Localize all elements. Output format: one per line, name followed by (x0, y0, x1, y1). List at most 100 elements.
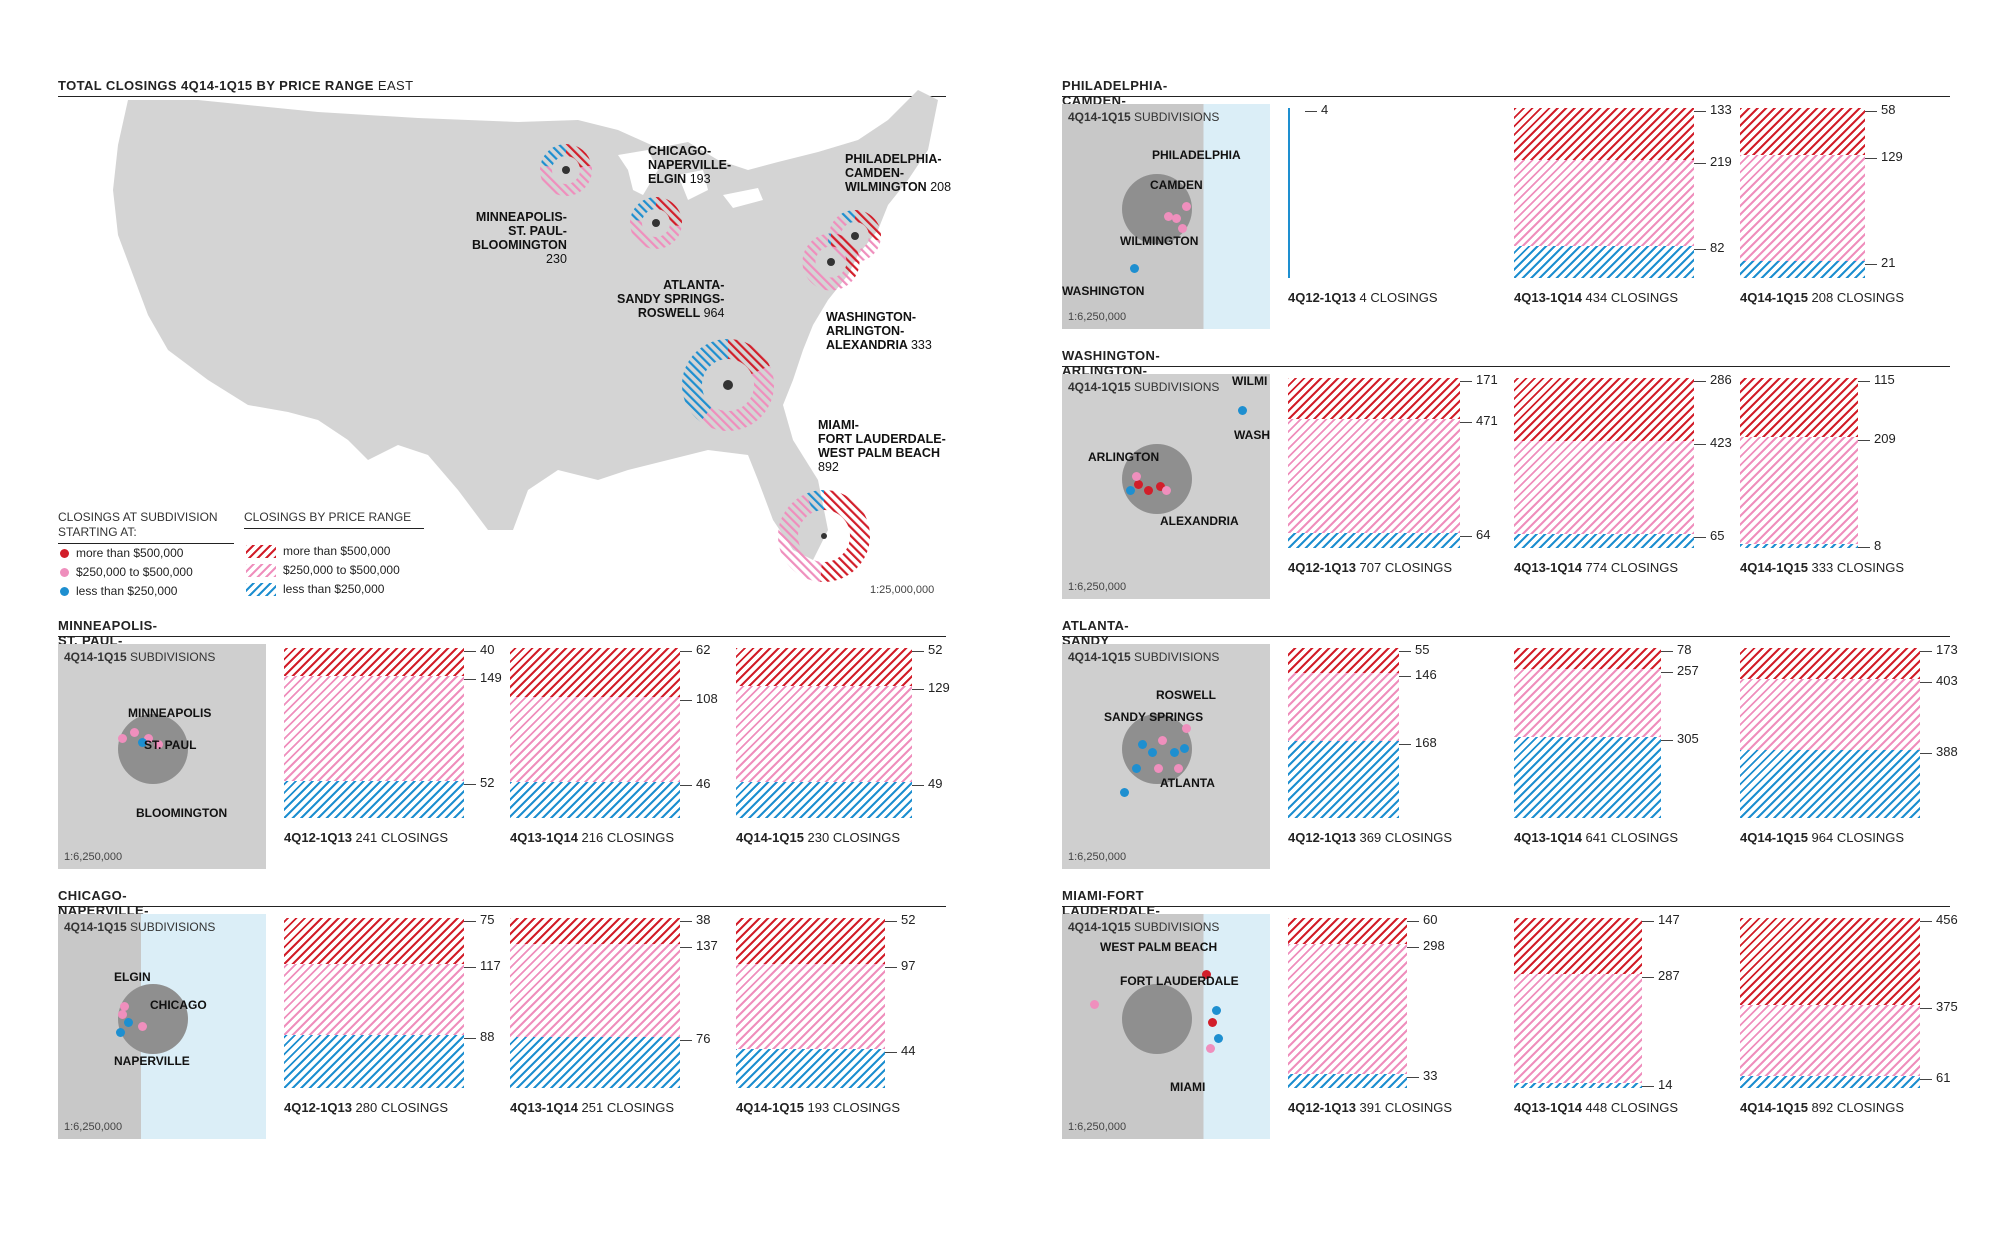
period-name: 4Q12-1Q13 (1288, 1100, 1356, 1115)
value-tick (1920, 681, 1932, 683)
value-tick (1694, 536, 1706, 538)
city-line: ROSWELL (637, 306, 701, 320)
value-tick (464, 1037, 476, 1039)
period-name: 4Q12-1Q13 (284, 1100, 352, 1115)
value-tick (1858, 381, 1870, 382)
legend-dots-title-line: CLOSINGS AT SUBDIVISION (58, 510, 218, 524)
bar-segment (1288, 944, 1407, 1074)
subdivision-dot (1132, 764, 1141, 773)
bar-segment (1740, 378, 1858, 437)
bar-segment (1288, 419, 1460, 533)
value-tick (464, 784, 476, 786)
panel-map-header: 4Q14-1Q15 SUBDIVISIONS (64, 650, 215, 664)
map-city-label: WASHINGTON (1234, 428, 1270, 442)
value-label: 108 (696, 690, 718, 706)
period-total: 707 CLOSINGS (1355, 560, 1453, 575)
period-total: 964 CLOSINGS (1807, 830, 1905, 845)
value-tick (885, 966, 897, 968)
subdivision-dot (1144, 486, 1153, 495)
map-city-label: MINNEAPOLIS (128, 706, 212, 720)
value-label: 298 (1423, 938, 1445, 954)
legend-dot-blue: less than $250,000 (60, 584, 177, 598)
panel-map-header-rest: SUBDIVISIONS (1130, 650, 1220, 664)
panel-map: 4Q14-1Q15 SUBDIVISIONS MINNEAPOLIS ST. PAU… (58, 644, 266, 869)
value-tick (1661, 671, 1673, 673)
subdivision-dot (124, 1018, 133, 1027)
map-city-label: NAPERVILLE (114, 1054, 190, 1068)
value-label: 129 (928, 680, 950, 696)
value-label: 286 (1710, 372, 1732, 387)
subdivision-dot (1148, 748, 1157, 757)
subdivision-dot (130, 728, 139, 737)
bar-segment (510, 943, 680, 1037)
city-line: ARLINGTON- (826, 324, 905, 338)
panel-rule (1062, 366, 1950, 367)
blue-hatch-icon (246, 583, 276, 597)
map-city-label: SANDY SPRINGS (1104, 710, 1204, 724)
bar-segment (1514, 918, 1642, 974)
period-name: 4Q13-1Q14 (1514, 1100, 1582, 1115)
value-tick (1661, 739, 1673, 741)
bar-segment (1514, 1082, 1642, 1088)
bar-segment (1740, 648, 1920, 679)
value-tick (680, 699, 692, 701)
panel-rule (58, 906, 946, 907)
period-total: 391 CLOSINGS (1355, 1100, 1453, 1115)
bar-segment (736, 918, 885, 964)
main-map-title-bold: TOTAL CLOSINGS 4Q14-1Q15 BY PRICE RANGE (58, 78, 374, 93)
metro-area-shape (118, 714, 188, 784)
subdivision-dot (1174, 764, 1183, 773)
subdivision-dot (1130, 264, 1139, 273)
value-label: 33 (1423, 1067, 1438, 1083)
period-label: 4Q13-1Q14 434 CLOSINGS (1514, 290, 1678, 305)
period-total: 280 CLOSINGS (351, 1100, 449, 1115)
value-label: 52 (901, 912, 916, 927)
value-label: 4 (1321, 102, 1329, 117)
bar-segment (736, 648, 912, 687)
value-label: 46 (696, 775, 711, 791)
city-label-washington: WASHINGTON- ARLINGTON- ALEXANDRIA 333 (826, 310, 932, 352)
value-tick (1460, 381, 1472, 382)
period-label: 4Q12-1Q13 391 CLOSINGS (1288, 1100, 1452, 1115)
bar-segment (736, 686, 912, 782)
value-tick (1920, 921, 1932, 922)
panel-map-scale: 1:6,250,000 (64, 1121, 123, 1133)
value-tick (1865, 158, 1877, 160)
value-tick (680, 651, 692, 652)
subdivision-dot (1156, 482, 1165, 491)
panel-map-scale: 1:6,250,000 (1068, 311, 1127, 323)
donut-miami (778, 490, 870, 582)
period-label: 4Q14-1Q15 208 CLOSINGS (1740, 290, 1904, 305)
period-label: 4Q12-1Q13 369 CLOSINGS (1288, 830, 1452, 845)
value-tick (1399, 743, 1411, 745)
donut-atlanta (682, 339, 774, 431)
legend-band-red: more than $500,000 (246, 544, 390, 559)
panel-map-header-bold: 4Q14-1Q15 (64, 920, 127, 934)
subdivision-dot (1158, 736, 1167, 745)
legend-dot-label: $250,000 to $500,000 (76, 565, 193, 579)
bar-segment (1288, 532, 1460, 548)
city-count: 333 (910, 338, 932, 352)
panel-map-header: 4Q14-1Q15 SUBDIVISIONS (64, 920, 215, 934)
main-map-title-region: EAST (377, 78, 414, 93)
period-name: 4Q13-1Q14 (510, 1100, 578, 1115)
period-total: 774 CLOSINGS (1581, 560, 1679, 575)
value-label: 173 (1936, 642, 1958, 657)
value-label: 147 (1658, 912, 1680, 927)
legend-dots-rule (58, 543, 234, 544)
period-total: 216 CLOSINGS (577, 830, 675, 845)
subdivision-dot (1180, 744, 1189, 753)
period-name: 4Q14-1Q15 (736, 830, 804, 845)
value-label: 52 (480, 775, 495, 791)
value-label: 146 (1415, 667, 1437, 683)
period-name: 4Q13-1Q14 (1514, 560, 1582, 575)
legend-bands-rule (244, 528, 424, 529)
map-city-label: BLOOMINGTON (136, 806, 228, 820)
subdivision-dot (1170, 748, 1179, 757)
bar-segment (1514, 668, 1661, 737)
bar-segment (1514, 973, 1642, 1083)
subdivision-dot (1134, 480, 1143, 489)
map-city-label: WILMINGTON (1120, 234, 1199, 248)
bar-segment (1514, 440, 1694, 534)
bar-segment (1288, 1073, 1407, 1088)
